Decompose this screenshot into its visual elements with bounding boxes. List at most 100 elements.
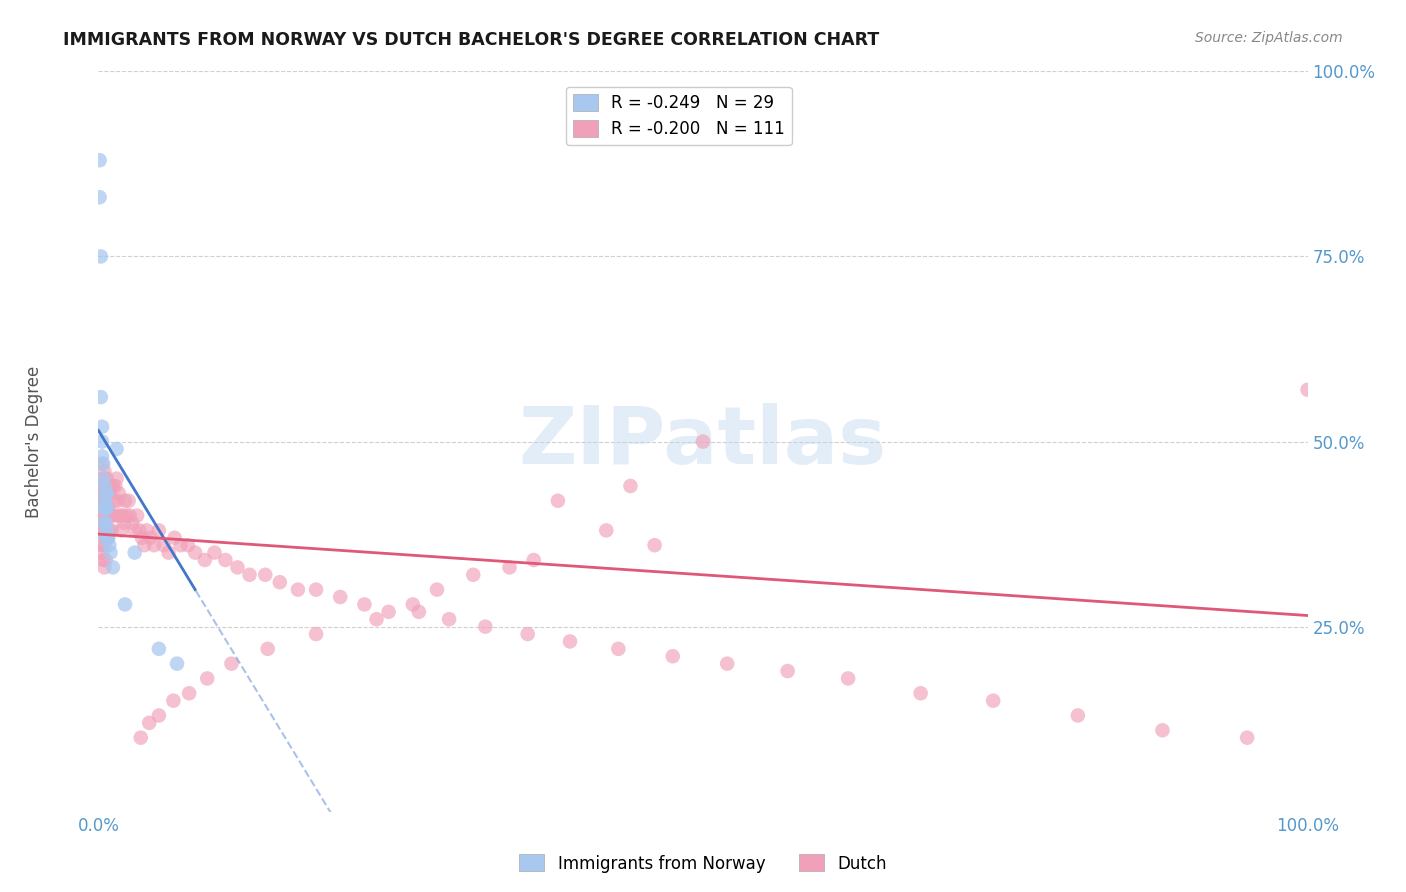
Point [96,501,118,516]
Point [97,531,120,545]
Point [148,708,170,723]
Point [177,538,200,552]
Point [93,538,115,552]
Point [118,508,141,523]
Point [148,641,170,656]
Point [254,567,277,582]
Point [91,553,114,567]
Point [114,598,136,612]
Point [1236,731,1258,745]
Point [498,560,520,574]
Point [118,493,141,508]
Point [91,486,114,500]
Point [716,657,738,671]
Point [169,538,191,552]
Point [269,575,291,590]
Point [91,419,114,434]
Point [595,524,617,538]
Point [287,582,309,597]
Point [148,524,170,538]
Point [90,479,112,493]
Point [1067,708,1090,723]
Point [90,390,112,404]
Point [98,486,121,500]
Point [107,493,129,508]
Point [179,686,201,700]
Point [692,434,714,449]
Point [547,493,569,508]
Point [124,546,146,560]
Point [93,560,115,574]
Point [910,686,932,700]
Point [226,560,249,574]
Point [100,546,122,560]
Point [619,479,641,493]
Point [135,524,157,538]
Legend: Immigrants from Norway, Dutch: Immigrants from Norway, Dutch [513,847,893,880]
Point [89,493,111,508]
Point [1152,723,1174,738]
Point [93,501,115,516]
Point [94,501,117,516]
Point [305,627,328,641]
Point [91,471,114,485]
Point [96,531,118,545]
Point [89,524,111,538]
Point [96,471,118,485]
Text: ZIPatlas: ZIPatlas [519,402,887,481]
Point [121,516,143,530]
Point [124,524,146,538]
Point [91,471,114,485]
Point [114,493,136,508]
Point [607,641,630,656]
Point [90,538,112,552]
Point [128,524,150,538]
Point [105,508,128,523]
Y-axis label: Bachelor's Degree: Bachelor's Degree [25,366,42,517]
Point [214,553,236,567]
Point [112,516,135,530]
Point [105,442,128,456]
Point [204,546,226,560]
Point [103,493,125,508]
Point [94,501,117,516]
Point [101,560,124,574]
Point [93,486,115,500]
Point [91,457,114,471]
Point [377,605,399,619]
Point [408,605,430,619]
Point [96,486,118,500]
Point [516,627,538,641]
Point [143,538,166,552]
Point [256,641,278,656]
Point [89,190,111,204]
Point [110,524,132,538]
Point [981,694,1004,708]
Point [221,657,243,671]
Point [97,479,120,493]
Point [131,531,153,545]
Point [353,598,375,612]
Point [162,694,184,708]
Point [523,553,546,567]
Point [104,479,127,493]
Point [152,538,174,552]
Point [94,531,117,545]
Point [305,582,328,597]
Point [558,634,581,648]
Point [94,486,117,500]
Point [94,531,117,545]
Point [108,508,131,523]
Point [194,553,217,567]
Point [91,434,114,449]
Point [366,612,388,626]
Point [96,501,118,516]
Point [91,493,114,508]
Point [139,531,162,545]
Point [90,508,112,523]
Text: Source: ZipAtlas.com: Source: ZipAtlas.com [1195,31,1343,45]
Point [1296,383,1319,397]
Point [101,479,124,493]
Point [105,471,128,485]
Legend: R = -0.249   N = 29, R = -0.200   N = 111: R = -0.249 N = 29, R = -0.200 N = 111 [567,87,792,145]
